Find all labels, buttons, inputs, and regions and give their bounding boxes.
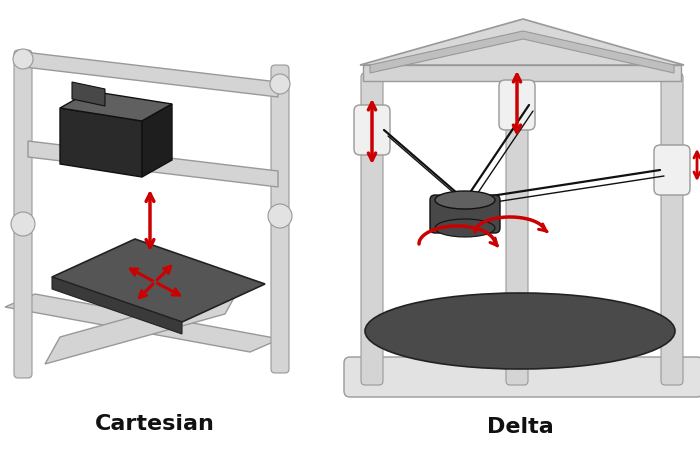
FancyBboxPatch shape	[430, 195, 500, 233]
Polygon shape	[28, 141, 278, 187]
Polygon shape	[5, 294, 280, 352]
Circle shape	[268, 204, 292, 228]
Polygon shape	[142, 104, 172, 177]
Polygon shape	[52, 277, 182, 334]
Text: Delta: Delta	[486, 417, 554, 437]
Text: Cartesian: Cartesian	[95, 414, 215, 434]
FancyBboxPatch shape	[506, 73, 528, 385]
FancyBboxPatch shape	[661, 73, 683, 385]
FancyBboxPatch shape	[654, 145, 690, 195]
Polygon shape	[370, 31, 674, 73]
Polygon shape	[350, 367, 697, 387]
FancyBboxPatch shape	[361, 73, 383, 385]
Polygon shape	[52, 239, 265, 322]
Circle shape	[270, 74, 290, 94]
Ellipse shape	[435, 219, 495, 237]
FancyBboxPatch shape	[499, 80, 535, 130]
FancyBboxPatch shape	[354, 105, 390, 155]
Polygon shape	[45, 287, 240, 364]
FancyBboxPatch shape	[271, 65, 289, 373]
FancyBboxPatch shape	[14, 50, 32, 378]
Ellipse shape	[435, 191, 495, 209]
Polygon shape	[60, 108, 142, 177]
FancyBboxPatch shape	[344, 357, 700, 397]
Circle shape	[11, 212, 35, 236]
Circle shape	[13, 49, 33, 69]
Polygon shape	[24, 52, 278, 97]
Polygon shape	[72, 82, 105, 106]
Polygon shape	[360, 19, 684, 65]
Polygon shape	[363, 65, 681, 81]
Polygon shape	[60, 91, 172, 121]
Ellipse shape	[365, 293, 675, 369]
